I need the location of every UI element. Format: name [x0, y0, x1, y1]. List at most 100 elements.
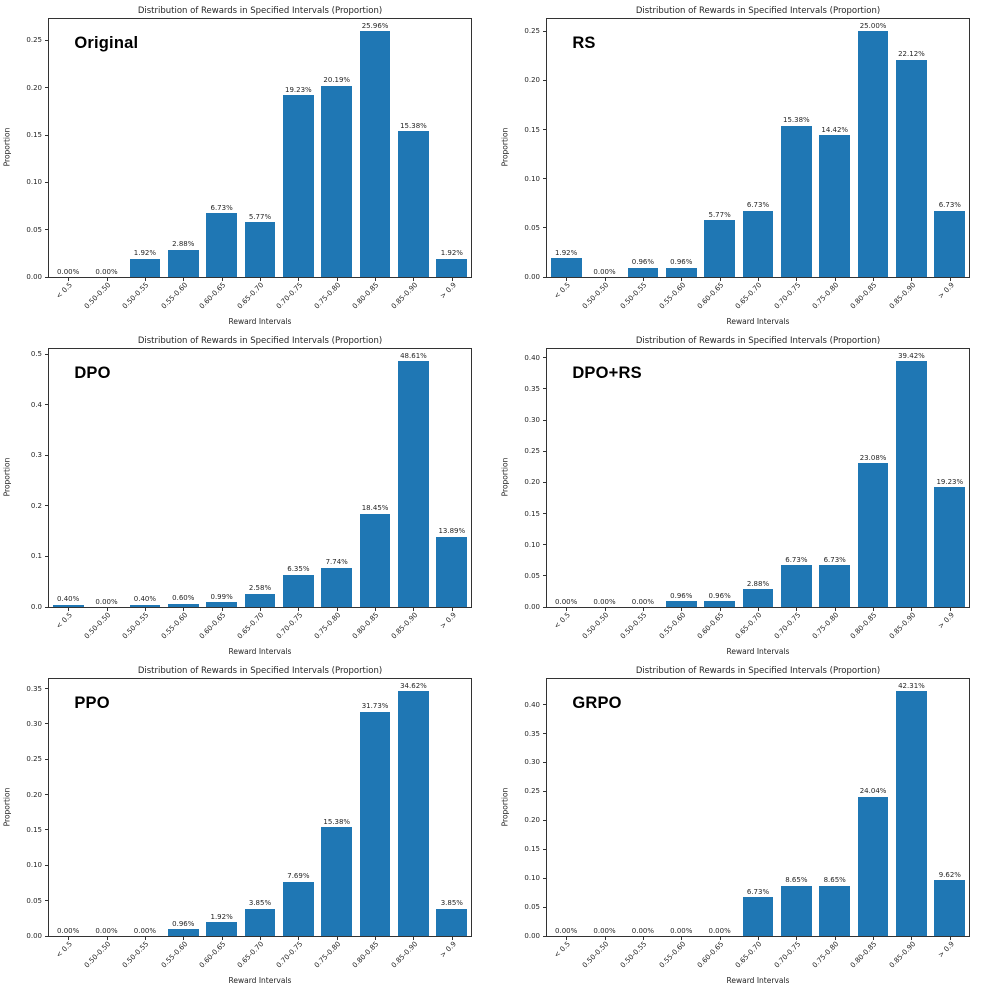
- bar-value-label: 6.73%: [746, 201, 770, 210]
- y-tick-mark: [543, 733, 547, 735]
- x-tick-label: 0.65-0.70: [734, 281, 764, 311]
- bar: [665, 267, 697, 277]
- bar: [436, 908, 468, 936]
- y-tick-label: 0.25: [524, 787, 540, 796]
- chart-ppo: Distribution of Rewards in Specified Int…: [0, 660, 498, 989]
- bar-value-label: 3.85%: [440, 899, 463, 908]
- bar-value-label: 0.00%: [631, 926, 655, 935]
- x-tick-mark: [834, 936, 836, 940]
- bar: [398, 361, 429, 607]
- x-tick-mark: [260, 936, 261, 940]
- bar-value-label: 5.77%: [708, 210, 731, 219]
- x-tick-label: 0.50-0.55: [121, 940, 151, 970]
- bar-value-label: 13.89%: [438, 527, 466, 536]
- y-tick-label: 0.05: [26, 896, 42, 905]
- x-tick-mark: [604, 277, 606, 281]
- x-tick-mark: [873, 936, 875, 940]
- x-tick-mark: [260, 277, 261, 281]
- bar-value-label: 5.77%: [248, 212, 272, 221]
- bar: [896, 59, 927, 277]
- x-tick-label: 0.75-0.80: [312, 940, 343, 970]
- x-tick-mark: [144, 936, 146, 940]
- bar-value-label: 0.00%: [555, 597, 578, 606]
- y-tick-mark: [543, 906, 547, 908]
- x-tick-mark: [566, 607, 568, 611]
- x-tick-label: < 0.5: [54, 611, 74, 631]
- x-tick-label: 0.50-0.50: [82, 281, 113, 311]
- y-tick-label: 0.10: [524, 540, 540, 549]
- y-tick-mark: [543, 790, 547, 792]
- y-tick-mark: [45, 87, 49, 89]
- x-tick-label: 0.60-0.65: [197, 281, 228, 311]
- x-tick-mark: [298, 936, 300, 940]
- plot-area: Original 0.00 0.05 0.10 0.15 0.20 0.25 0.00% < 0…: [26, 18, 472, 310]
- bar-value-label: 0.96%: [631, 258, 655, 267]
- bar: [436, 258, 468, 277]
- x-tick-mark: [221, 936, 223, 940]
- bar-value-label: 1.92%: [133, 249, 157, 258]
- x-tick-label: 0.70-0.75: [772, 940, 803, 970]
- x-tick-label: > 0.9: [438, 940, 458, 960]
- bar: [321, 567, 353, 607]
- plot-area: DPO+RS 0.00 0.05 0.10 0.15 0.20 0.25 0.30 0.35 0.…: [524, 348, 970, 640]
- x-tick-label: 0.80-0.85: [351, 281, 381, 311]
- x-tick-label: 0.50-0.55: [619, 940, 649, 970]
- bar: [359, 31, 391, 277]
- bar: [283, 881, 314, 936]
- y-tick-mark: [45, 353, 49, 355]
- bar: [321, 827, 353, 936]
- y-tick-label: 0.05: [26, 225, 42, 234]
- x-tick-label: 0.65-0.70: [236, 611, 266, 641]
- x-tick-label: > 0.9: [936, 940, 956, 960]
- chart-title: Distribution of Rewards in Specified Int…: [635, 666, 881, 676]
- bar-value-label: 42.31%: [898, 681, 925, 690]
- y-axis-label: Proportion: [500, 127, 510, 167]
- x-tick-mark: [642, 607, 644, 611]
- x-tick-mark: [221, 607, 223, 611]
- x-tick-mark: [336, 936, 338, 940]
- bar: [398, 131, 429, 277]
- bar: [244, 222, 276, 277]
- bar: [283, 95, 314, 277]
- x-tick-label: 0.80-0.85: [849, 940, 879, 970]
- y-tick-mark: [45, 606, 49, 608]
- bar-value-label: 18.45%: [361, 504, 389, 513]
- y-tick-label: 0.35: [524, 384, 540, 393]
- x-tick-label: 0.85-0.90: [389, 281, 420, 311]
- x-tick-label: 0.50-0.55: [619, 281, 649, 311]
- bar: [206, 922, 237, 936]
- x-tick-mark: [451, 607, 453, 611]
- y-axis-label: Proportion: [500, 457, 510, 497]
- y-tick-label: 0.25: [524, 27, 540, 36]
- x-axis-label: Reward Intervals: [726, 647, 790, 656]
- bar-value-label: 34.62%: [400, 681, 427, 690]
- chart-dpo: Distribution of Rewards in Specified Int…: [0, 330, 498, 660]
- bar-value-label: 0.96%: [670, 591, 693, 600]
- x-tick-mark: [758, 607, 759, 611]
- x-tick-mark: [604, 607, 606, 611]
- y-tick-label: 0.2: [30, 501, 42, 510]
- y-tick-mark: [45, 229, 49, 231]
- bar-value-label: 0.00%: [670, 926, 693, 935]
- x-tick-label: > 0.9: [936, 281, 956, 301]
- bar-value-label: 22.12%: [898, 50, 925, 59]
- y-tick-mark: [45, 758, 49, 760]
- x-tick-mark: [451, 277, 453, 281]
- bar-value-label: 0.00%: [95, 597, 118, 606]
- bar-value-label: 15.38%: [400, 121, 427, 130]
- bar: [857, 796, 889, 936]
- bar: [283, 574, 314, 607]
- bar-value-label: 0.00%: [593, 926, 616, 935]
- y-tick-mark: [543, 450, 547, 452]
- bar-value-label: 7.74%: [325, 558, 348, 567]
- y-tick-label: 0.15: [524, 125, 540, 134]
- x-tick-label: 0.85-0.90: [887, 940, 918, 970]
- bar: [244, 593, 276, 607]
- y-tick-label: 0.20: [524, 76, 540, 85]
- y-tick-mark: [45, 935, 49, 937]
- bar-value-label: 6.73%: [823, 555, 846, 564]
- y-tick-label: 0.15: [26, 825, 42, 834]
- plot-area: DPO 0.0 0.1 0.2 0.3 0.4 0.5 0.40% < 0.5 0.00% 0.50…: [31, 348, 472, 640]
- bar-value-label: 15.38%: [783, 116, 810, 125]
- y-tick-label: 0.5: [30, 350, 42, 359]
